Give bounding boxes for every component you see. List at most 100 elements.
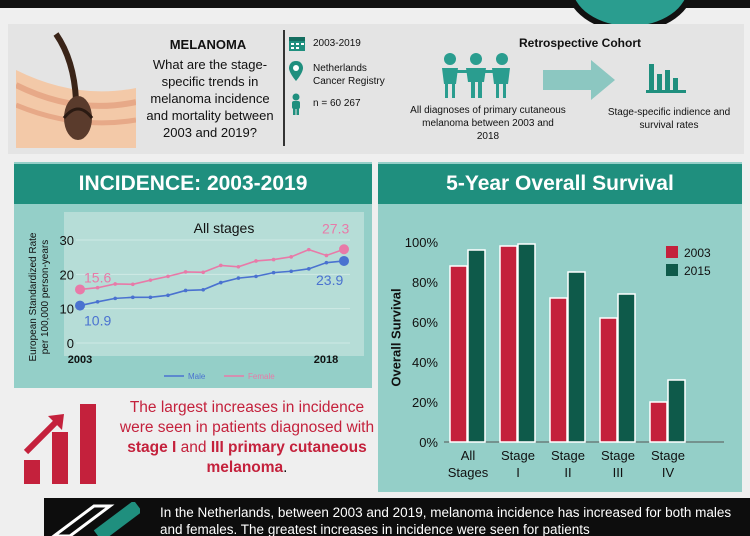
survival-bar-2003: [599, 317, 618, 443]
survival-ytick-label: 40%: [412, 355, 438, 370]
male-end-label: 23.9: [316, 272, 343, 288]
fact-sample-size: n = 60 267: [313, 98, 361, 109]
skin-hair-icon: [16, 32, 136, 148]
incidence-point-female: [254, 259, 258, 263]
incidence-series-line-male: [79, 260, 345, 307]
incidence-point-male: [113, 296, 117, 301]
legend-2015-label: 2015: [684, 264, 711, 278]
calendar-icon: [289, 37, 305, 51]
incidence-point-male: [271, 270, 276, 275]
incidence-chart-title: All stages: [194, 220, 255, 236]
incidence-point-male: [131, 295, 135, 300]
output-description: Stage-specific indience and survival rat…: [607, 107, 731, 131]
incidence-series-line-female: [79, 248, 345, 291]
bar-chart-icon: [646, 64, 686, 93]
legend-2003-swatch: [666, 246, 678, 258]
survival-bar-2003: [449, 265, 468, 443]
incidence-ytick-label: 0: [67, 336, 74, 351]
survival-bar-2003: [649, 401, 668, 443]
study-design: Retrospective Cohort: [518, 36, 642, 50]
incidence-point-female: [236, 264, 241, 269]
survival-bar-chart: 100% 80% 60% 40% 20% 0% All Stages Stage I Stage II…: [405, 235, 724, 480]
survival-bar-2015: [567, 271, 586, 443]
survival-ytick-label: 60%: [412, 315, 438, 330]
incidence-ytick-label: 10: [60, 302, 74, 317]
survival-bar-2003: [549, 297, 568, 443]
survival-category-label-line1: Stage: [551, 448, 585, 463]
incidence-point-female: [113, 282, 117, 286]
survival-bar-2015: [517, 243, 536, 443]
pencil-icon: [51, 502, 140, 536]
incidence-ytick-label: 30: [60, 233, 74, 248]
incidence-point-female: [166, 274, 170, 279]
arrow-right-icon: [543, 60, 615, 100]
incidence-point-male: [183, 288, 188, 293]
incidence-point-female: [183, 270, 188, 274]
incidence-point-male: [307, 267, 311, 271]
incidence-xtick-end: 2018: [314, 354, 338, 366]
header-title: MELANOMA: [169, 37, 247, 52]
incidence-point-male: [339, 255, 349, 266]
legend-2015-swatch: [666, 264, 678, 276]
header-divider: [283, 30, 285, 146]
incidence-heading: INCIDENCE: 2003-2019: [14, 164, 372, 204]
survival-category-label-line2: Stages: [448, 465, 489, 480]
incidence-line-chart: All stages 30 20 10 0 2003 2018 15.6 27.3 10.9 23.…: [60, 212, 364, 381]
incidence-point-female: [271, 257, 276, 262]
incidence-point-male: [166, 293, 170, 298]
survival-category-label-line2: I: [516, 465, 520, 480]
survival-category-label-line1: All: [461, 448, 476, 463]
fact-registry: Netherlands Cancer Registry: [313, 63, 385, 87]
conclusion-text-2: and: [176, 439, 211, 456]
conclusion-text-1: The largest increases in incidence were …: [119, 399, 375, 436]
input-description: All diagnoses of primary cutaneous melan…: [410, 105, 566, 142]
survival-ytick-label: 0%: [419, 435, 438, 450]
incidence-point-male: [148, 295, 153, 300]
female-end-label: 27.3: [322, 220, 349, 236]
survival-bar-2003: [499, 245, 518, 443]
incidence-point-male: [75, 300, 85, 311]
survival-bar-2015: [617, 293, 636, 443]
survival-ytick-label: 20%: [412, 395, 438, 410]
incidence-point-female: [75, 284, 85, 295]
incidence-point-female: [339, 244, 349, 255]
incidence-point-male: [324, 260, 329, 265]
incidence-point-male: [254, 274, 258, 279]
survival-ytick-label: 80%: [412, 275, 438, 290]
survival-category-label-line1: Stage: [651, 448, 685, 463]
incidence-point-female: [324, 253, 329, 258]
incidence-point-female: [289, 255, 294, 259]
incidence-point-female: [201, 270, 205, 275]
top-bar: [0, 0, 750, 8]
male-start-label: 10.9: [84, 313, 111, 329]
bottom-summary-text: In the Netherlands, between 2003 and 201…: [160, 505, 732, 536]
bottom-banner: [44, 498, 750, 536]
incidence-xtick-start: 2003: [68, 354, 92, 366]
incidence-point-female: [131, 282, 135, 287]
incidence-point-male: [201, 287, 205, 292]
survival-ytick-label: 100%: [405, 235, 439, 250]
family-icon: [442, 53, 510, 98]
research-question: What are the stage-specific trends in me…: [146, 57, 274, 140]
incidence-point-male: [95, 300, 100, 304]
incidence-point-female: [148, 278, 153, 282]
incidence-point-female: [95, 285, 100, 290]
location-pin-icon: [289, 61, 303, 81]
survival-bar-2015: [467, 249, 486, 443]
incidence-conclusion: The largest increases in incidence were …: [112, 398, 382, 478]
incidence-point-female: [307, 247, 311, 252]
legend-male-label: Male: [188, 372, 206, 381]
conclusion-text-3: .: [283, 459, 288, 476]
incidence-point-female: [219, 263, 223, 268]
survival-category-label-line2: III: [613, 465, 624, 480]
incidence-point-male: [219, 280, 223, 285]
incidence-point-male: [236, 276, 241, 280]
legend-female-label: Female: [248, 372, 275, 381]
survival-heading: 5-Year Overall Survival: [378, 164, 742, 204]
conclusion-highlight-stage3: III primary cutaneous melanoma: [206, 439, 367, 476]
fact-period: 2003-2019: [313, 38, 361, 49]
survival-category-label-line1: Stage: [501, 448, 535, 463]
survival-bar-2015: [667, 379, 686, 443]
legend-2003-label: 2003: [684, 246, 711, 260]
survival-category-label-line1: Stage: [601, 448, 635, 463]
